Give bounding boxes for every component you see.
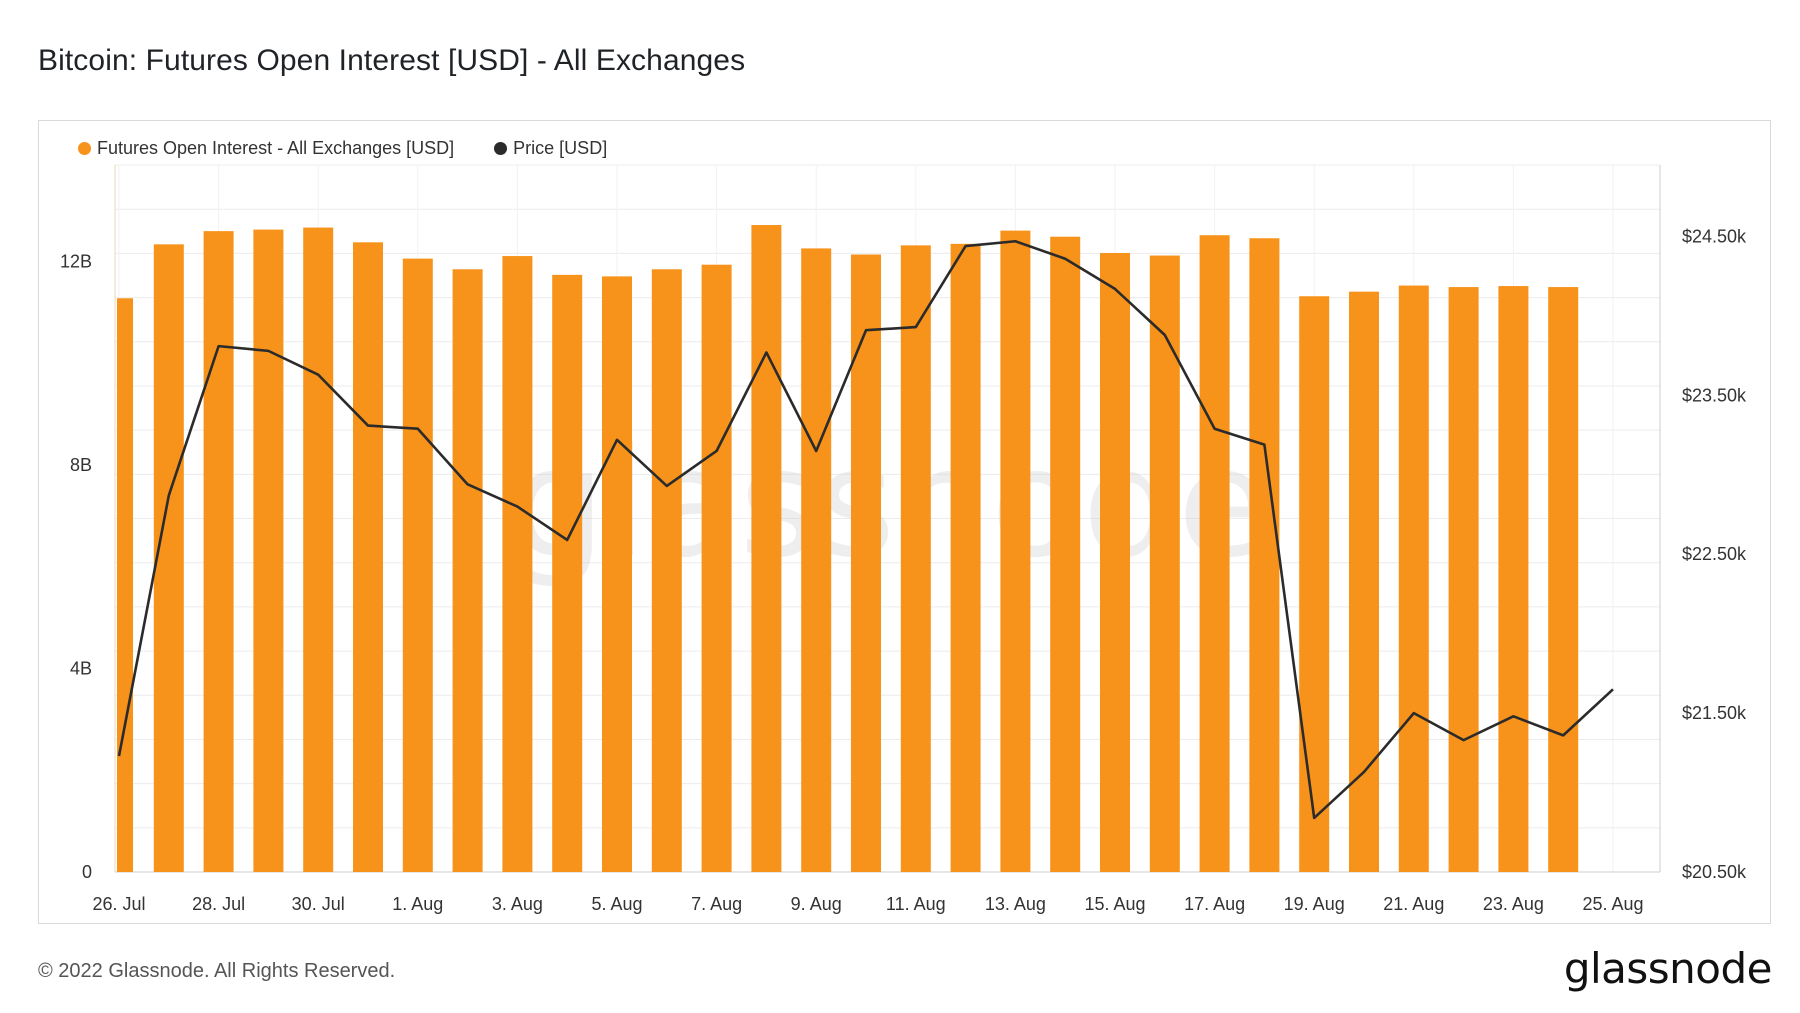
oi-bar — [502, 256, 533, 873]
x-tick-label: 17. Aug — [1184, 894, 1245, 914]
y-left-tick-label: 4B — [70, 659, 92, 679]
copyright-text: © 2022 Glassnode. All Rights Reserved. — [38, 960, 396, 982]
oi-bar — [801, 248, 832, 872]
x-tick-label: 5. Aug — [591, 894, 642, 914]
oi-bar — [1398, 285, 1429, 873]
x-tick-label: 21. Aug — [1383, 894, 1444, 914]
x-tick-label: 25. Aug — [1582, 894, 1643, 914]
y-left-tick-label: 0 — [82, 862, 92, 882]
y-right-tick-label: $23.50k — [1682, 385, 1747, 405]
x-tick-label: 26. Jul — [92, 894, 145, 914]
oi-bar — [1249, 238, 1280, 872]
x-tick-label: 15. Aug — [1084, 894, 1145, 914]
oi-bar — [203, 231, 234, 872]
oi-bar — [950, 243, 981, 872]
oi-bar — [1498, 286, 1529, 872]
legend-label-open-interest: Futures Open Interest - All Exchanges [U… — [97, 138, 455, 158]
oi-bar — [552, 274, 583, 872]
oi-bar — [701, 264, 732, 872]
legend-item-open-interest[interactable]: Futures Open Interest - All Exchanges [U… — [78, 138, 454, 159]
x-tick-label: 19. Aug — [1284, 894, 1345, 914]
y-right-tick-label: $24.50k — [1682, 226, 1747, 246]
x-tick-label: 7. Aug — [691, 894, 742, 914]
oi-bar — [303, 227, 334, 872]
oi-bar — [1050, 236, 1081, 872]
watermark-text: glassnode — [510, 417, 1269, 591]
oi-bar — [1000, 230, 1031, 873]
oi-bar — [1199, 235, 1230, 873]
x-tick-label: 11. Aug — [886, 894, 946, 914]
oi-bar — [1448, 287, 1479, 873]
legend-label-price: Price [USD] — [513, 138, 608, 158]
oi-bar — [900, 245, 931, 873]
oi-bar — [452, 269, 483, 872]
x-tick-label: 1. Aug — [392, 894, 443, 914]
x-tick-label: 30. Jul — [292, 894, 345, 914]
oi-bar — [117, 298, 133, 873]
oi-bar — [602, 276, 632, 873]
oi-bar — [751, 225, 782, 873]
price-swatch-icon — [494, 142, 508, 155]
x-tick-label: 23. Aug — [1483, 894, 1544, 914]
y-left-tick-label: 8B — [70, 455, 92, 475]
y-right-tick-label: $22.50k — [1682, 544, 1747, 564]
legend: Futures Open Interest - All Exchanges [U… — [78, 138, 607, 159]
oi-bar — [1100, 252, 1130, 872]
x-tick-label: 9. Aug — [791, 894, 842, 914]
oi-bar — [1548, 287, 1579, 873]
oi-bar — [1299, 296, 1330, 873]
open-interest-swatch-icon — [78, 142, 91, 155]
chart-title: Bitcoin: Futures Open Interest [USD] - A… — [38, 44, 746, 77]
oi-bar — [1149, 255, 1180, 873]
x-tick-label: 3. Aug — [492, 894, 543, 914]
oi-bar — [1349, 291, 1379, 872]
y-right-tick-label: $21.50k — [1682, 703, 1747, 723]
glassnode-logo: glassnode — [1563, 944, 1773, 993]
oi-bar — [402, 258, 433, 872]
oi-bar — [153, 244, 184, 873]
legend-item-price[interactable]: Price [USD] — [494, 138, 607, 159]
price-line — [117, 239, 1614, 820]
x-tick-label: 13. Aug — [985, 894, 1046, 914]
y-right-tick-label: $20.50k — [1682, 862, 1747, 882]
oi-bar — [353, 242, 383, 872]
oi-bar — [651, 269, 682, 872]
oi-bar — [851, 254, 881, 873]
y-left-tick-label: 12B — [60, 252, 92, 272]
x-tick-label: 28. Jul — [192, 894, 245, 914]
oi-bar — [253, 229, 284, 872]
